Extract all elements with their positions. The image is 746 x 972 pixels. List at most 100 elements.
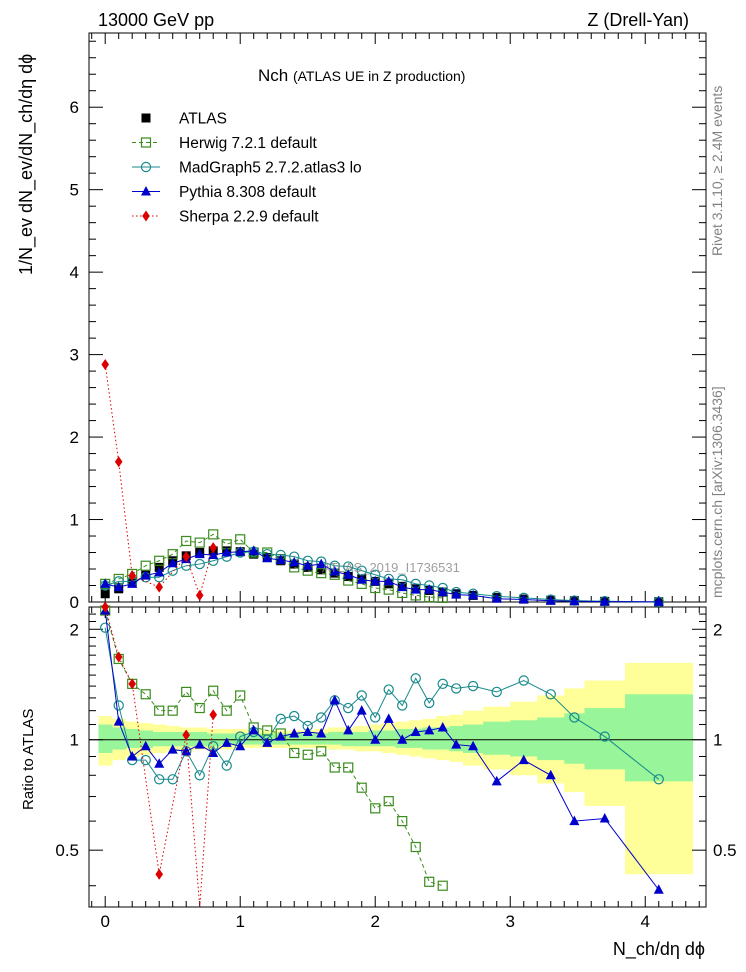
ratio-data-point bbox=[437, 721, 448, 732]
stat-uncertainty-bin bbox=[138, 730, 153, 748]
stat-uncertainty-bin bbox=[584, 708, 626, 770]
legend-marker bbox=[141, 186, 151, 196]
main-data-point bbox=[155, 581, 164, 593]
atlas-data-point bbox=[316, 565, 326, 575]
main-data-point bbox=[262, 552, 273, 563]
ratio-data-point bbox=[491, 686, 502, 698]
x-tick-label: 0 bbox=[100, 912, 109, 931]
legend-label: ATLAS bbox=[179, 111, 227, 128]
ratio-data-point bbox=[154, 758, 165, 768]
ratio-data-point bbox=[451, 683, 462, 694]
main-data-point bbox=[182, 551, 191, 563]
x-tick-label: 2 bbox=[370, 912, 379, 931]
ratio-data-point bbox=[491, 775, 502, 786]
ratio-data-point bbox=[329, 762, 340, 773]
ratio-data-point bbox=[343, 702, 354, 714]
legend-marker bbox=[140, 137, 152, 148]
ratio-data-point bbox=[356, 782, 367, 793]
ratio-data-point bbox=[329, 694, 340, 705]
ratio-data-point bbox=[569, 815, 580, 826]
main-y-tick-label: 6 bbox=[70, 98, 79, 117]
main-data-point bbox=[424, 584, 435, 594]
main-data-point bbox=[100, 578, 111, 588]
ratio-y-tick-label: 0.5 bbox=[55, 841, 79, 860]
ratio-data-point bbox=[424, 876, 435, 887]
legend-entry: ATLAS bbox=[141, 111, 227, 128]
legend-entry: Sherpa 2.2.9 default bbox=[132, 209, 319, 226]
ratio-data-point bbox=[113, 716, 124, 726]
ratio-data-point bbox=[302, 749, 313, 760]
main-data-point bbox=[140, 570, 151, 580]
ratio-data-point bbox=[221, 737, 232, 747]
ratio-data-point bbox=[569, 712, 580, 723]
ratio-data-point bbox=[167, 705, 178, 716]
ratio-data-point bbox=[383, 713, 394, 723]
main-data-point bbox=[370, 575, 381, 586]
ratio-data-point bbox=[181, 745, 192, 756]
main-y-axis-label: 1/N_ev dN_ev/dN_ch/dη dϕ bbox=[16, 54, 37, 275]
main-data-point bbox=[599, 596, 610, 606]
ratio-data-point bbox=[140, 754, 151, 766]
ratio-data-point bbox=[154, 774, 165, 785]
main-data-point bbox=[195, 589, 204, 601]
main-data-point bbox=[289, 556, 300, 567]
ratio-data-point bbox=[653, 774, 664, 785]
ratio-data-point bbox=[289, 710, 300, 722]
atlas-uncertainty-bands bbox=[89, 662, 706, 875]
x-tick-label: 4 bbox=[641, 912, 650, 931]
ratio-data-point bbox=[316, 727, 327, 738]
ratio-data-point bbox=[410, 841, 421, 853]
main-series-line bbox=[105, 551, 659, 603]
main-y-tick-label: 1 bbox=[70, 511, 79, 530]
ratio-data-point bbox=[208, 685, 219, 696]
ratio-data-point bbox=[221, 705, 232, 716]
ratio-data-point bbox=[437, 678, 448, 690]
ratio-data-point bbox=[235, 690, 246, 701]
stat-uncertainty-bin bbox=[111, 727, 126, 750]
main-y-tick-label: 2 bbox=[70, 428, 79, 447]
ratio-data-point bbox=[100, 622, 111, 633]
legend-marker bbox=[140, 161, 152, 173]
ratio-data-point bbox=[545, 689, 556, 700]
ratio-data-point bbox=[316, 746, 327, 757]
ratio-data-point bbox=[383, 684, 394, 695]
ratio-y-tick-label-right: 1 bbox=[713, 731, 722, 750]
main-data-point bbox=[437, 586, 448, 597]
main-plot-frame bbox=[88, 32, 707, 603]
stat-uncertainty-bin bbox=[341, 731, 356, 747]
main-data-point bbox=[491, 593, 502, 603]
main-data-point bbox=[154, 555, 165, 566]
ratio-data-point bbox=[424, 724, 435, 735]
ratio-series-line bbox=[104, 627, 660, 780]
ratio-data-point bbox=[356, 705, 367, 715]
ratio-data-point bbox=[235, 740, 246, 751]
x-tick-label: 3 bbox=[505, 912, 514, 931]
ratio-data-point bbox=[167, 774, 178, 785]
main-data-point bbox=[356, 574, 367, 584]
ratio-y-tick-label-right: 0.5 bbox=[713, 841, 737, 860]
main-data-point bbox=[235, 534, 246, 545]
main-data-point bbox=[128, 570, 137, 582]
ratio-data-point bbox=[113, 700, 124, 711]
ratio-data-point bbox=[316, 712, 327, 723]
ratio-y-tick-label: 2 bbox=[70, 620, 79, 639]
ratio-data-point bbox=[154, 705, 165, 716]
analysis-watermark: ATLAS_2019_I1736531 bbox=[322, 560, 460, 575]
main-data-point bbox=[518, 594, 529, 604]
main-data-point bbox=[208, 529, 219, 540]
main-series-line bbox=[105, 550, 659, 603]
main-data-point bbox=[468, 589, 479, 600]
ratio-data-point bbox=[370, 712, 381, 723]
stat-uncertainty-bin bbox=[300, 733, 315, 745]
ratio-data-point bbox=[128, 678, 137, 690]
ratio-data-point bbox=[275, 713, 286, 725]
stat-uncertainty-bin bbox=[98, 724, 113, 754]
ratio-data-point bbox=[275, 731, 286, 741]
main-data-point bbox=[329, 565, 340, 576]
series-layer bbox=[100, 359, 664, 908]
ratio-data-point bbox=[370, 734, 381, 744]
ratio-data-point bbox=[302, 726, 313, 736]
main-data-point bbox=[235, 546, 246, 556]
stat-uncertainty-bin bbox=[152, 731, 167, 747]
main-data-point bbox=[113, 581, 124, 592]
